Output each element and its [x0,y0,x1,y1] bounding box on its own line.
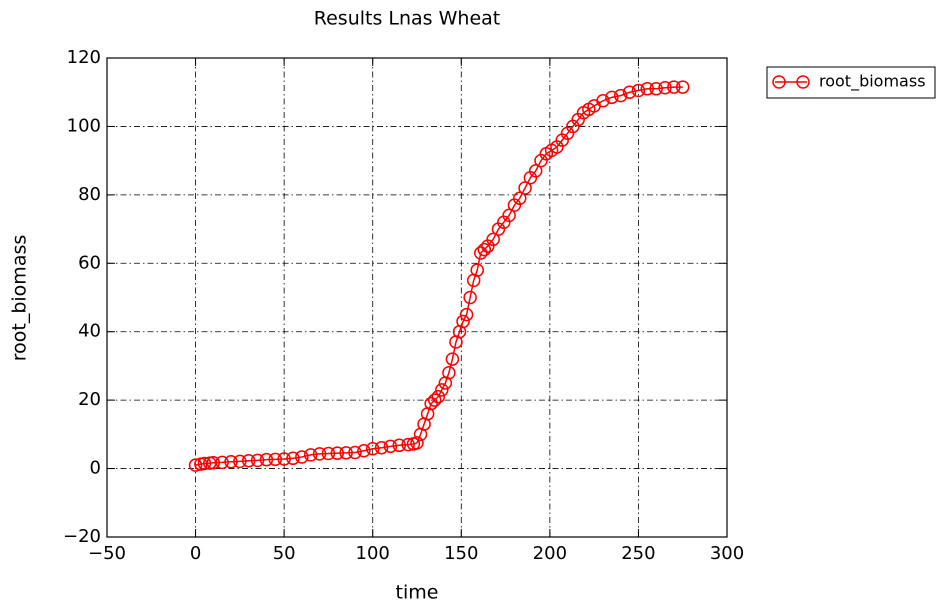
data-point [410,436,424,450]
x-tick-label: 150 [444,543,478,564]
data-point [357,444,371,458]
y-axis-label: root_biomass [9,235,31,362]
x-tick-label: 250 [621,543,655,564]
data-point [442,366,456,380]
data-point [667,80,681,94]
data-point [605,90,619,105]
data-point [374,440,389,455]
data-point [445,352,460,366]
data-point [233,454,247,469]
data-point [392,438,407,453]
data-point [435,383,449,397]
data-point [518,181,532,195]
data-point [631,83,646,98]
data-point [613,88,628,103]
y-tick-label: −20 [63,526,101,547]
data-point [596,94,610,108]
x-tick-label: 50 [273,543,296,564]
data-point [456,314,470,329]
chart-title: Results Lnas Wheat [314,8,500,30]
data-point [188,458,203,472]
data-point [512,191,527,206]
data-point [401,437,415,452]
data-point [427,393,442,407]
data-point [658,81,672,95]
data-point [459,307,474,322]
data-point [339,446,353,460]
data-point [486,232,500,247]
y-tick-label: 120 [67,47,101,68]
data-point [241,453,256,468]
data-point [675,80,690,94]
data-point [431,389,446,404]
data-point [463,290,477,305]
data-point [224,454,238,469]
y-tick-label: 80 [78,184,101,205]
data-point [197,456,212,471]
data-point [383,439,398,454]
data-point [303,448,318,462]
plot-area [106,57,728,538]
x-axis-label: time [396,582,439,604]
data-point [348,445,362,460]
x-tick-label: −50 [88,543,126,564]
x-tick-label: 100 [356,543,390,564]
data-point [649,82,663,96]
x-tick-label: 300 [710,543,744,564]
legend-label: root_biomass [819,72,926,92]
data-point [640,82,655,96]
data-point [286,451,300,466]
data-point [528,164,543,178]
y-tick-label: 60 [78,252,101,273]
legend-key [772,75,810,89]
data-point [312,447,327,461]
data-point [206,456,221,470]
y-tick-label: 0 [90,458,101,479]
legend-marker [796,75,810,89]
axes-frame [106,57,728,538]
data-point [477,242,492,257]
y-tick-label: 100 [67,115,101,136]
x-tick-label: 0 [190,543,201,564]
data-point [622,85,637,99]
data-point [250,453,265,468]
data-point [330,446,345,460]
y-tick-label: 20 [78,389,101,410]
data-point [474,246,488,260]
data-point [424,396,438,411]
y-tick-label: 40 [78,321,101,342]
data-point [277,452,291,466]
data-point [321,446,336,461]
data-point [365,441,380,456]
series-line [195,86,683,466]
data-point [268,452,283,467]
data-point [502,208,516,223]
x-tick-label: 200 [533,543,567,564]
legend: root_biomass [766,66,936,99]
data-point [295,450,309,464]
data-point [470,263,484,277]
legend-marker [772,75,786,89]
data-point [215,455,229,470]
data-point [259,452,274,467]
